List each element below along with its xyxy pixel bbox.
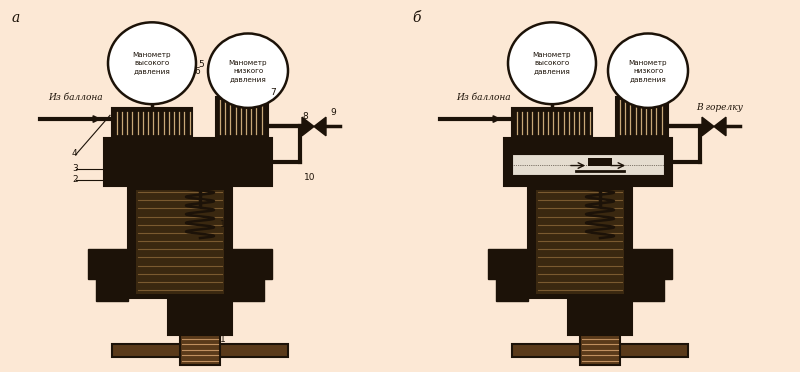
Bar — [616, 97, 668, 138]
Bar — [536, 190, 624, 294]
Bar — [588, 158, 612, 166]
Text: 2: 2 — [72, 175, 78, 184]
Bar — [220, 344, 288, 357]
Bar — [512, 344, 580, 357]
Text: 4: 4 — [72, 149, 78, 158]
Text: а: а — [12, 11, 20, 25]
Bar — [620, 344, 688, 357]
Circle shape — [208, 33, 288, 108]
Polygon shape — [702, 117, 714, 136]
Text: Из баллона: Из баллона — [48, 93, 102, 102]
Text: б: б — [412, 11, 421, 25]
Bar — [104, 138, 272, 186]
Text: Манометр
низкого
давления: Манометр низкого давления — [629, 60, 667, 82]
Text: 3: 3 — [72, 164, 78, 173]
Text: 6: 6 — [194, 67, 200, 76]
Bar — [112, 344, 180, 357]
Bar — [632, 279, 664, 301]
Text: В горелку: В горелку — [696, 103, 743, 112]
Bar — [232, 249, 272, 279]
Polygon shape — [714, 117, 726, 136]
Text: Манометр
высокого
давления: Манометр высокого давления — [533, 52, 571, 74]
Bar — [512, 154, 664, 175]
Bar — [232, 279, 264, 301]
Bar — [488, 249, 528, 279]
Text: 11: 11 — [220, 220, 231, 229]
Bar — [512, 108, 592, 138]
Bar — [216, 97, 268, 138]
Bar — [496, 279, 528, 301]
Text: 8: 8 — [302, 112, 308, 121]
Bar — [580, 335, 620, 365]
Bar — [136, 190, 224, 294]
Bar — [128, 186, 232, 298]
Text: 9: 9 — [330, 108, 336, 117]
Polygon shape — [302, 117, 314, 136]
Bar — [88, 249, 128, 279]
Circle shape — [108, 22, 196, 104]
Text: Манометр
высокого
давления: Манометр высокого давления — [133, 52, 171, 74]
Bar — [188, 158, 212, 166]
Bar — [528, 186, 632, 298]
Text: Из баллона: Из баллона — [456, 93, 510, 102]
Bar — [168, 298, 232, 335]
Bar — [180, 335, 220, 365]
Bar — [504, 138, 672, 186]
Text: 1: 1 — [220, 335, 226, 344]
Circle shape — [608, 33, 688, 108]
Bar — [568, 298, 632, 335]
Text: Манометр
низкого
давления: Манометр низкого давления — [229, 60, 267, 82]
Circle shape — [508, 22, 596, 104]
Bar — [632, 249, 672, 279]
Bar — [112, 108, 192, 138]
Polygon shape — [314, 117, 326, 136]
Text: 7: 7 — [270, 88, 276, 97]
Bar — [96, 279, 128, 301]
Text: 10: 10 — [304, 173, 315, 182]
Text: 5: 5 — [198, 60, 204, 69]
